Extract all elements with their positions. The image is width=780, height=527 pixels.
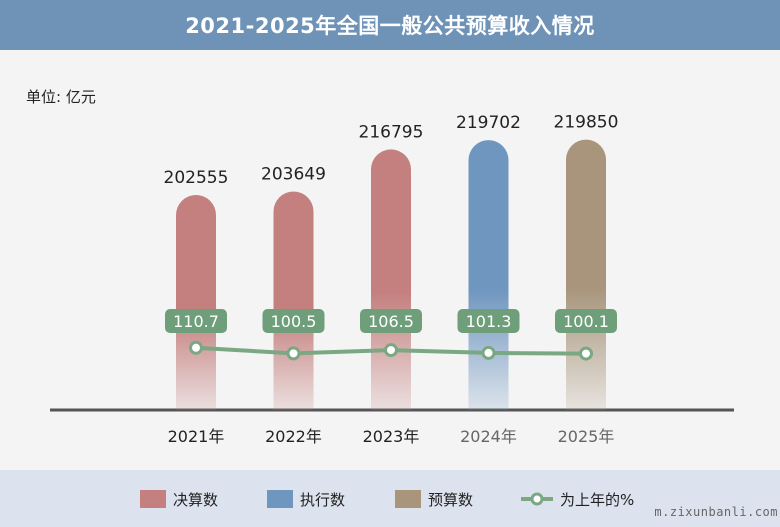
category-label-2: 2022年 — [265, 427, 322, 446]
category-label-4: 2024年 — [460, 427, 517, 446]
legend-bar — [0, 470, 780, 527]
category-label-1: 2021年 — [168, 427, 225, 446]
bar-4 — [468, 140, 509, 410]
growth-point-5 — [579, 346, 593, 361]
watermark: m.zixunbanli.com — [654, 505, 778, 519]
bar-value-label-4: 219702 — [456, 113, 521, 133]
growth-label-3: 106.5 — [368, 312, 414, 331]
bar-value-label-3: 216795 — [359, 122, 424, 142]
growth-label-box-1 — [165, 309, 227, 333]
bar-5 — [566, 139, 606, 410]
category-label-3: 2023年 — [363, 427, 420, 446]
growth-label-box-4 — [457, 309, 520, 333]
legend-swatch-budget — [395, 490, 421, 508]
legend-item-final: 决算数 — [140, 489, 218, 509]
legend-swatch-final — [140, 490, 166, 508]
growth-label-2: 100.5 — [271, 312, 317, 331]
chart-plot: 202555 2021年 203649 2022年 216795 2023年 219702 2… — [50, 113, 734, 446]
category-label-5: 2025年 — [558, 427, 615, 446]
growth-label-5: 100.1 — [563, 312, 609, 331]
growth-label-box-5 — [555, 309, 617, 333]
legend-item-growth: 为上年的% — [520, 489, 634, 509]
legend-item-execution: 执行数 — [267, 489, 345, 509]
growth-point-2 — [286, 346, 301, 361]
unit-label: 单位: 亿元 — [26, 88, 96, 106]
legend-label-budget: 预算数 — [428, 490, 474, 509]
legend-label-final: 决算数 — [173, 490, 219, 509]
bar-value-label-2: 203649 — [261, 164, 326, 184]
growth-point-1 — [189, 340, 203, 355]
bar-1 — [176, 195, 216, 410]
growth-label-box-3 — [360, 309, 422, 333]
legend-label-growth: 为上年的% — [560, 490, 635, 509]
legend-label-execution: 执行数 — [300, 490, 346, 509]
growth-label-4: 101.3 — [466, 312, 512, 331]
growth-point-3 — [384, 343, 398, 358]
bar-3 — [371, 149, 411, 410]
bar-value-label-5: 219850 — [554, 113, 619, 133]
legend-line-marker — [521, 492, 553, 506]
legend-item-budget: 预算数 — [395, 489, 473, 509]
bar-value-label-1: 202555 — [164, 168, 229, 188]
legend-swatch-execution — [267, 490, 293, 508]
growth-point-4 — [481, 345, 496, 360]
growth-label-1: 110.7 — [173, 312, 219, 331]
chart-title: 2021-2025年全国一般公共预算收入情况 — [0, 0, 780, 50]
bar-2 — [273, 191, 314, 410]
growth-label-box-2 — [262, 309, 325, 333]
